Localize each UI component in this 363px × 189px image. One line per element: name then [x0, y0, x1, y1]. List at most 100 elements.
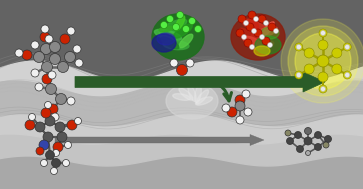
- Circle shape: [242, 90, 250, 98]
- Circle shape: [25, 120, 35, 130]
- Circle shape: [176, 12, 184, 19]
- Ellipse shape: [161, 37, 179, 49]
- Circle shape: [254, 29, 262, 37]
- Circle shape: [343, 71, 351, 79]
- Circle shape: [53, 149, 60, 156]
- Circle shape: [345, 73, 350, 77]
- Circle shape: [288, 26, 358, 96]
- Circle shape: [65, 142, 72, 149]
- Circle shape: [235, 101, 245, 111]
- Circle shape: [33, 51, 45, 63]
- Circle shape: [35, 83, 43, 91]
- Circle shape: [35, 122, 45, 132]
- Circle shape: [314, 143, 322, 150]
- Ellipse shape: [154, 29, 182, 41]
- Circle shape: [67, 27, 75, 35]
- Circle shape: [325, 136, 331, 143]
- Circle shape: [45, 150, 54, 160]
- Circle shape: [236, 29, 244, 37]
- Circle shape: [318, 40, 328, 50]
- Circle shape: [244, 39, 252, 47]
- Ellipse shape: [159, 26, 173, 32]
- FancyArrow shape: [75, 72, 325, 92]
- Circle shape: [285, 130, 291, 136]
- Circle shape: [67, 97, 75, 105]
- Circle shape: [258, 15, 266, 23]
- Ellipse shape: [261, 27, 279, 39]
- Ellipse shape: [255, 36, 281, 54]
- Ellipse shape: [249, 16, 259, 30]
- Circle shape: [41, 43, 52, 54]
- Circle shape: [295, 33, 351, 89]
- Ellipse shape: [159, 19, 187, 35]
- Ellipse shape: [240, 28, 260, 46]
- FancyArrowPatch shape: [201, 82, 232, 101]
- Ellipse shape: [262, 22, 274, 36]
- Circle shape: [60, 34, 70, 44]
- Circle shape: [321, 87, 326, 91]
- Circle shape: [29, 114, 36, 121]
- Circle shape: [62, 160, 69, 167]
- Circle shape: [332, 64, 342, 74]
- Ellipse shape: [174, 24, 192, 38]
- Circle shape: [296, 73, 301, 77]
- Circle shape: [317, 55, 329, 67]
- Circle shape: [42, 74, 52, 84]
- Ellipse shape: [166, 83, 218, 119]
- Circle shape: [264, 20, 269, 26]
- Circle shape: [22, 50, 32, 60]
- Circle shape: [51, 113, 59, 121]
- Circle shape: [74, 118, 82, 125]
- Circle shape: [235, 95, 245, 105]
- Circle shape: [244, 108, 252, 116]
- Circle shape: [45, 116, 55, 126]
- Circle shape: [48, 104, 58, 114]
- Circle shape: [49, 42, 61, 53]
- Ellipse shape: [157, 33, 175, 45]
- FancyArrow shape: [55, 135, 264, 146]
- Circle shape: [183, 26, 189, 33]
- Ellipse shape: [251, 27, 277, 39]
- Circle shape: [52, 159, 61, 167]
- Circle shape: [249, 44, 254, 50]
- Circle shape: [295, 43, 303, 51]
- Circle shape: [195, 26, 201, 33]
- Circle shape: [50, 167, 57, 174]
- Circle shape: [41, 25, 49, 33]
- Circle shape: [244, 20, 249, 26]
- Circle shape: [294, 132, 302, 139]
- Circle shape: [238, 15, 246, 23]
- Circle shape: [345, 44, 350, 50]
- Ellipse shape: [242, 19, 270, 35]
- Circle shape: [332, 48, 342, 58]
- Circle shape: [65, 51, 76, 63]
- Circle shape: [227, 107, 237, 117]
- Circle shape: [160, 22, 167, 29]
- Circle shape: [268, 23, 276, 31]
- Circle shape: [75, 59, 83, 67]
- Circle shape: [176, 64, 188, 75]
- Circle shape: [45, 35, 53, 43]
- Circle shape: [40, 32, 50, 42]
- Circle shape: [48, 71, 56, 79]
- Circle shape: [296, 44, 301, 50]
- Circle shape: [45, 101, 52, 108]
- Ellipse shape: [152, 14, 204, 60]
- Circle shape: [321, 30, 326, 36]
- Circle shape: [222, 104, 230, 112]
- Circle shape: [304, 64, 314, 74]
- Circle shape: [36, 147, 44, 155]
- Circle shape: [57, 132, 67, 142]
- Circle shape: [41, 160, 48, 167]
- Ellipse shape: [175, 16, 185, 30]
- Circle shape: [172, 23, 179, 30]
- Circle shape: [31, 41, 39, 49]
- Circle shape: [304, 137, 312, 145]
- Circle shape: [236, 116, 244, 124]
- Circle shape: [297, 146, 303, 153]
- Circle shape: [41, 108, 51, 118]
- Circle shape: [39, 140, 49, 150]
- Circle shape: [295, 71, 303, 79]
- Circle shape: [262, 37, 270, 45]
- Circle shape: [248, 11, 256, 19]
